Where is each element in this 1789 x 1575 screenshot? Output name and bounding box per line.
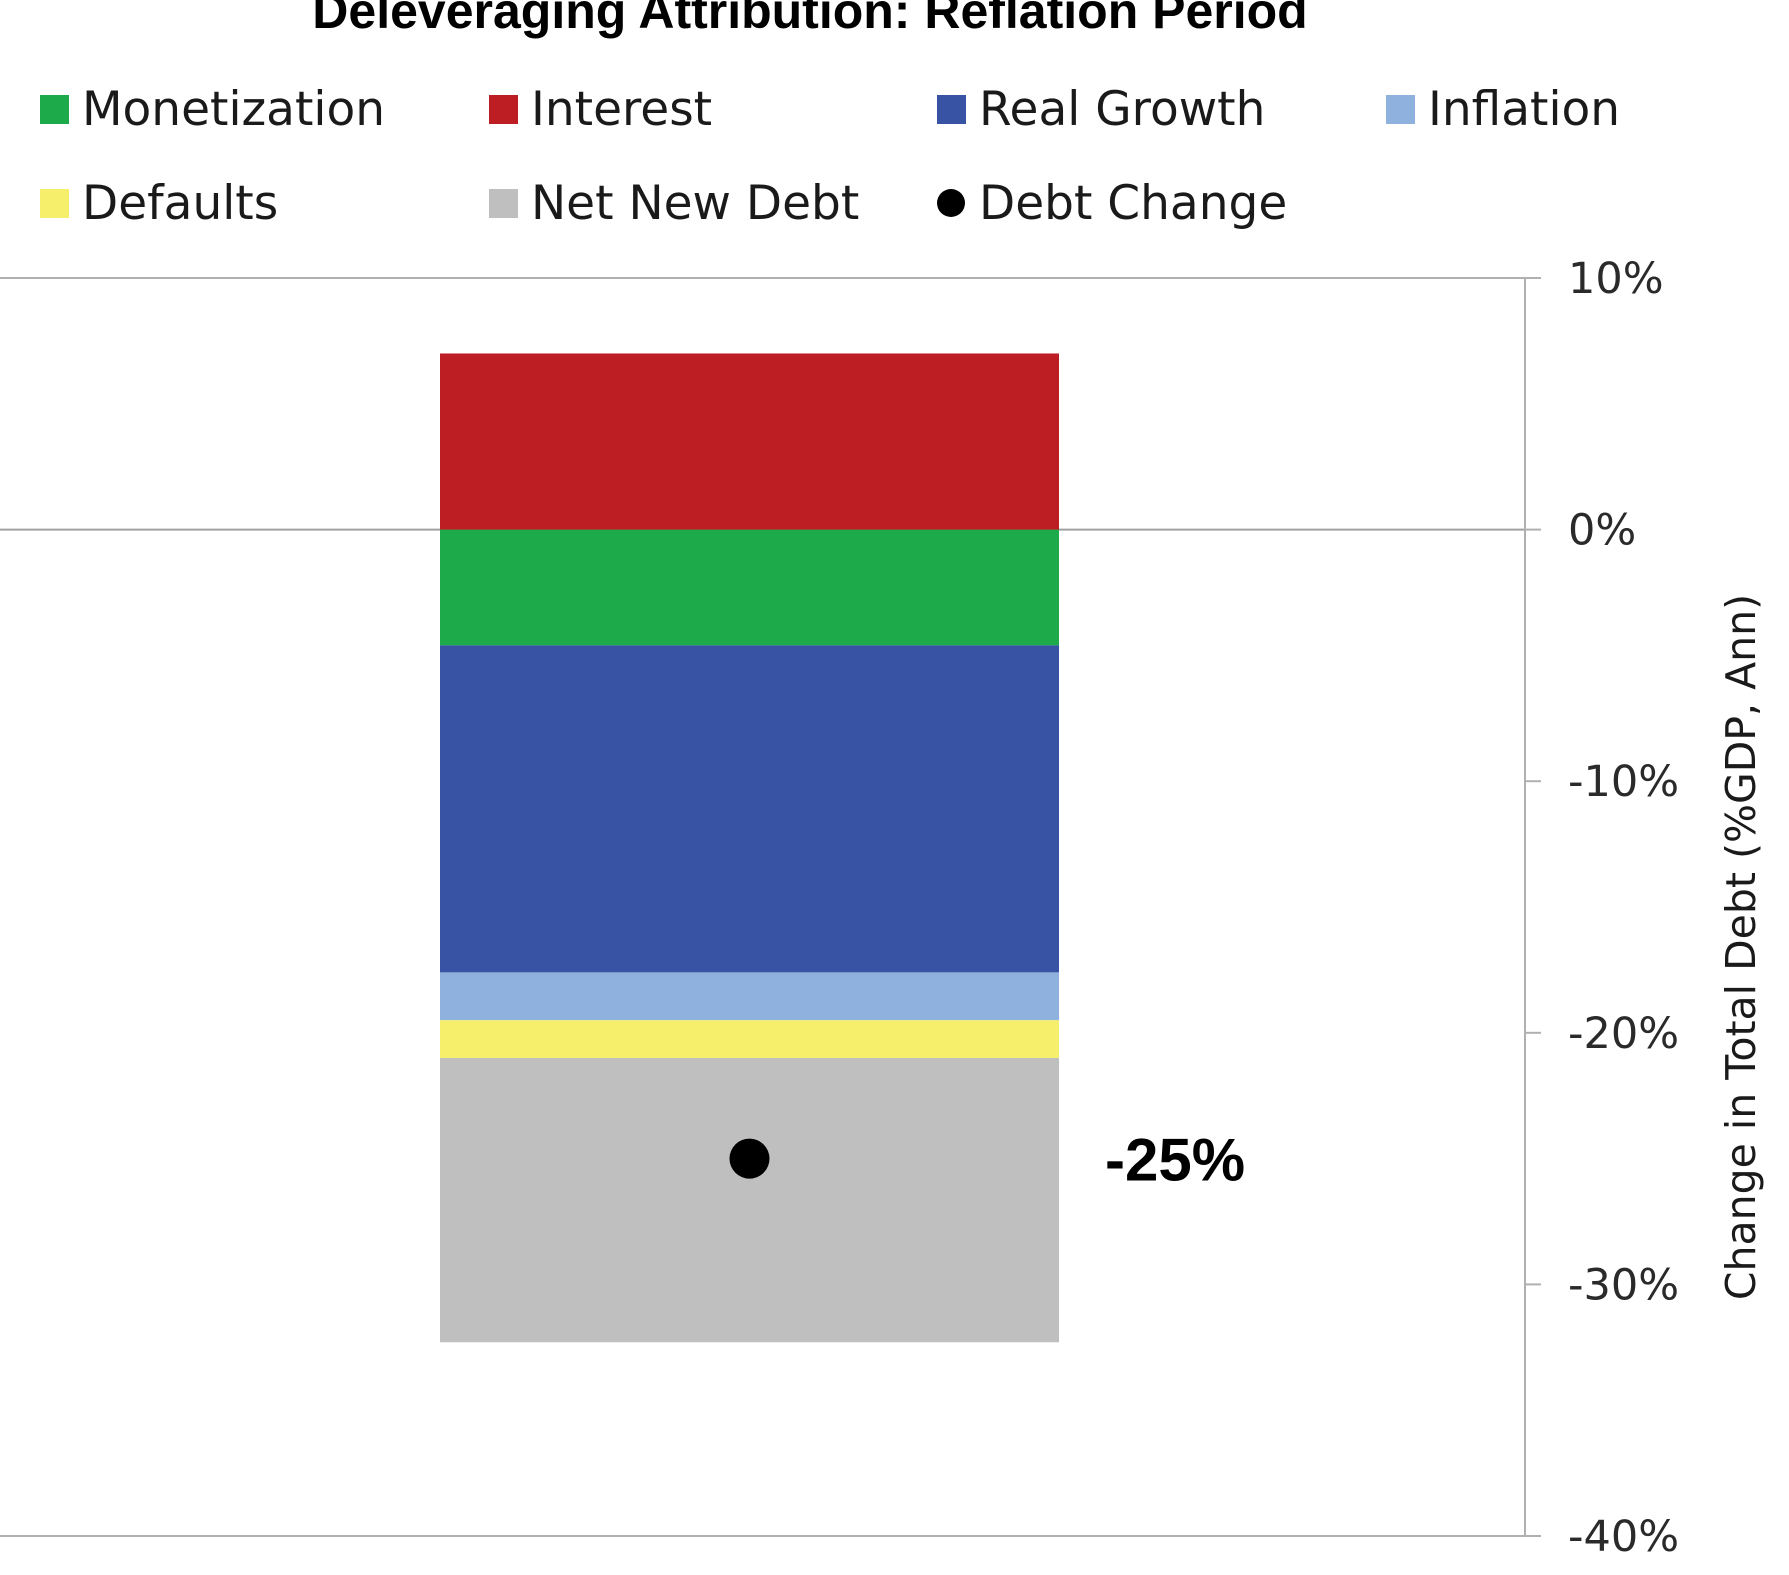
legend-label-interest: Interest [531, 82, 712, 137]
bars [440, 353, 1059, 1343]
legend-label-debt-change: Debt Change [979, 176, 1287, 231]
y-tick-label: 0% [1568, 506, 1636, 556]
bar-segment-net-new-debt [440, 1057, 1059, 1343]
chart-title: Deleveraging Attribution: Reflation Peri… [312, 0, 1307, 39]
y-axis-title: Change in Total Debt (%GDP, Ann) [1717, 594, 1765, 1300]
legend-swatch-net-new-debt [489, 189, 518, 218]
bar-segment-real-growth [440, 645, 1059, 973]
legend-label-monetization: Monetization [82, 82, 385, 137]
y-tick-label: -20% [1568, 1009, 1679, 1059]
legend: Monetization Interest Real Growth Inflation… [40, 82, 1620, 231]
legend-swatch-interest [489, 95, 518, 124]
legend-label-inflation: Inflation [1428, 82, 1620, 137]
debt-change-value-label: -25% [1105, 1127, 1245, 1194]
bar-segment-defaults [440, 1020, 1059, 1058]
y-tick-label: 10% [1568, 254, 1664, 304]
y-tick-label: -40% [1568, 1512, 1679, 1562]
markers: -25% [729, 1127, 1245, 1194]
legend-swatch-defaults [40, 189, 69, 218]
axes: 10% 0% -10% -20% -30% -40% [0, 254, 1679, 1562]
y-tick-label: -30% [1568, 1260, 1679, 1310]
legend-swatch-debt-change [937, 189, 965, 217]
y-tick-label: -10% [1568, 757, 1679, 807]
bar-segment-inflation [440, 972, 1059, 1021]
legend-swatch-monetization [40, 95, 69, 124]
legend-label-real-growth: Real Growth [979, 82, 1265, 137]
bar-segment-monetization [440, 529, 1059, 646]
legend-label-defaults: Defaults [82, 176, 278, 231]
legend-swatch-real-growth [937, 95, 966, 124]
legend-swatch-inflation [1386, 95, 1415, 124]
debt-change-marker [729, 1138, 770, 1179]
bar-segment-interest [440, 353, 1059, 530]
legend-label-net-new-debt: Net New Debt [531, 176, 859, 231]
